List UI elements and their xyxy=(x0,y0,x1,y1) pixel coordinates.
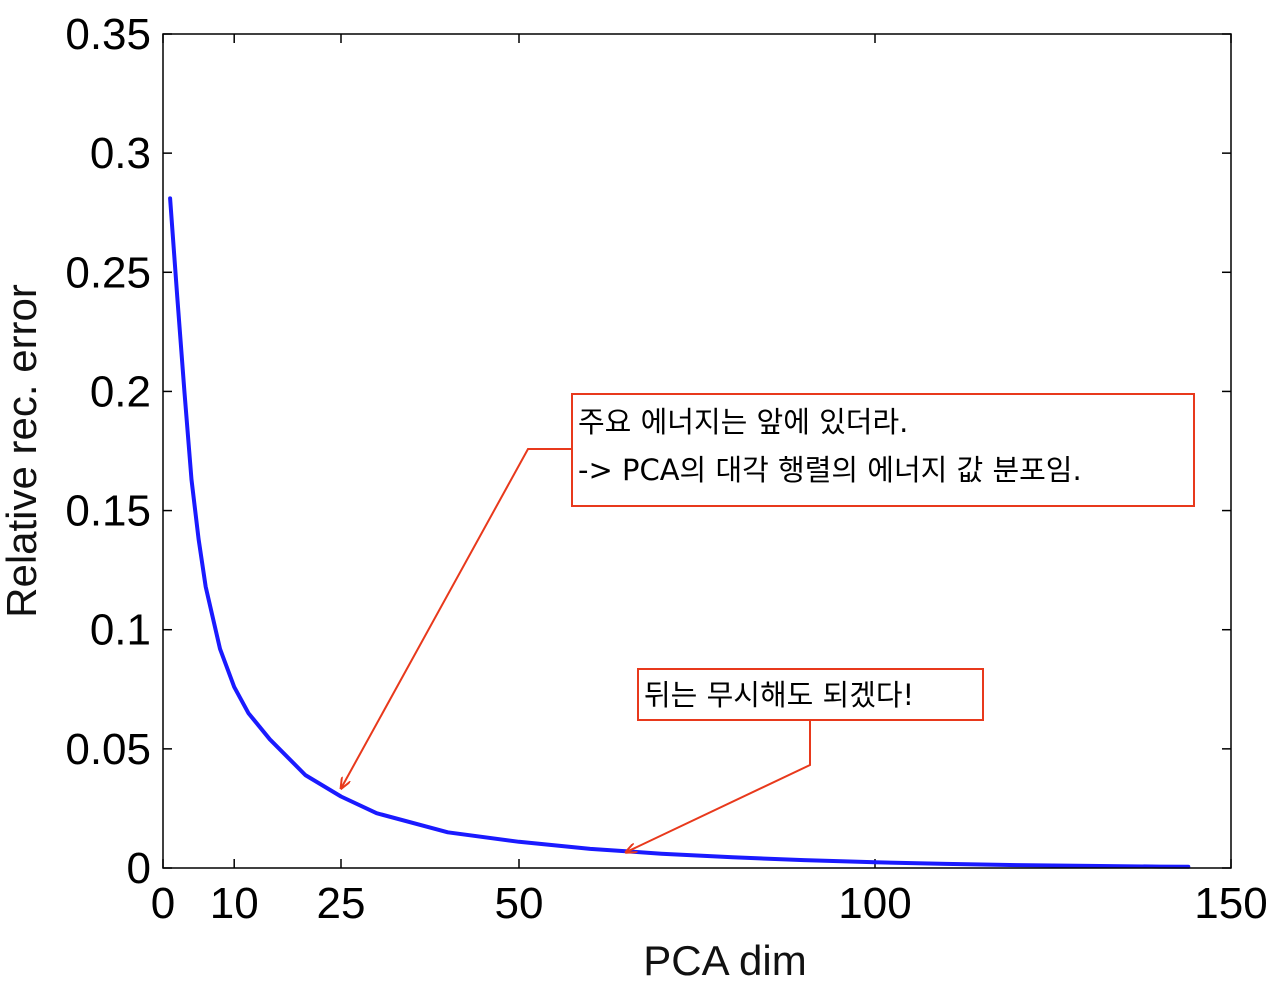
y-tick-label: 0.3 xyxy=(90,129,151,178)
annotation-tail-ignore: 뒤는 무시해도 되겠다! xyxy=(626,668,984,852)
plot-frame xyxy=(162,33,1232,869)
y-tick-label: 0.15 xyxy=(65,487,151,536)
x-tick-label: 0 xyxy=(151,879,175,928)
series-line xyxy=(168,196,1191,869)
y-tick-label: 0.35 xyxy=(65,10,151,59)
annotation-line-1: 뒤는 무시해도 되겠다! xyxy=(644,678,914,712)
x-tick-label: 25 xyxy=(317,879,366,928)
x-tick-label: 50 xyxy=(495,879,544,928)
x-tick-label: 10 xyxy=(210,879,259,928)
annotation-arrow xyxy=(341,448,572,789)
annotation-line-2: -> PCA의 대각 행렬의 에너지 값 분포임. xyxy=(578,453,1082,487)
y-tick-label: 0.1 xyxy=(90,606,151,655)
annotation-line-1: 주요 에너지는 앞에 있더라. xyxy=(578,405,908,439)
y-tick-label: 0.25 xyxy=(65,248,151,297)
annotation-arrow xyxy=(626,720,811,852)
y-tick-label: 0.2 xyxy=(90,367,151,416)
y-tick-label: 0 xyxy=(127,844,151,893)
y-tick-label: 0.05 xyxy=(65,725,151,774)
annotation-box xyxy=(571,393,1195,507)
annotation-front-energy: 주요 에너지는 앞에 있더라. -> PCA의 대각 행렬의 에너지 값 분포임… xyxy=(341,393,1195,789)
x-tick-label: 100 xyxy=(838,879,911,928)
y-axis-title: Relative rec. error xyxy=(0,284,45,618)
x-axis-title: PCA dim xyxy=(643,937,806,984)
x-tick-label: 150 xyxy=(1194,879,1267,928)
y-tick-labels: 0 0.05 0.1 0.15 0.2 0.25 0.3 0.35 xyxy=(65,10,151,893)
x-tick-labels: 0 10 25 50 100 150 xyxy=(151,879,1268,928)
